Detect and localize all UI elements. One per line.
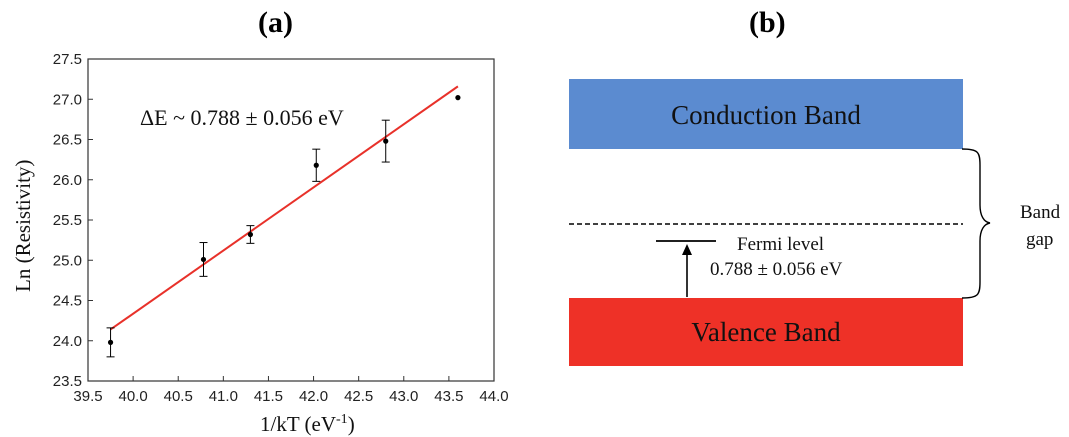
- y-ticks: 23.5 24.0 24.5 25.0 25.5 26.0 26.5 27.0 27.5: [53, 51, 93, 390]
- x-tick-label: 44.0: [479, 388, 508, 405]
- activation-energy-annotation: ΔE ~ 0.788 ± 0.056 eV: [140, 105, 344, 130]
- band-gap-label-gap: gap: [1026, 229, 1053, 250]
- x-tick-label: 40.5: [164, 388, 193, 405]
- fit-line-group: [109, 85, 459, 331]
- y-tick-label: 27.5: [53, 51, 82, 68]
- y-tick-label: 24.5: [53, 293, 82, 310]
- data-points: [106, 95, 461, 358]
- panel-b-label: (b): [749, 6, 786, 39]
- x-tick-label: 42.5: [344, 388, 373, 405]
- conduction-band-rect: [569, 79, 963, 149]
- x-axis-title: 1/kT (eV-1): [260, 412, 355, 436]
- x-tick-label: 41.0: [209, 388, 238, 405]
- y-tick-label: 25.5: [53, 212, 82, 229]
- y-tick-label: 24.0: [53, 333, 82, 350]
- data-point: [107, 339, 114, 345]
- y-tick-label: 23.5: [53, 373, 82, 390]
- fermi-value-label: 0.788 ± 0.056 eV: [710, 259, 843, 280]
- data-point: [383, 138, 389, 144]
- band-gap-brace: [961, 148, 991, 299]
- x-tick-label: 41.5: [254, 388, 283, 405]
- data-point: [455, 95, 461, 101]
- x-tick-label: 43.0: [389, 388, 418, 405]
- band-gap-label-band: Band: [1020, 202, 1061, 223]
- valence-band-label: Valence Band: [691, 317, 841, 347]
- conduction-band-label: Conduction Band: [671, 100, 861, 130]
- y-tick-label: 27.0: [53, 91, 82, 108]
- data-point: [247, 231, 253, 238]
- y-axis-title: Ln (Resistivity): [11, 160, 35, 292]
- fit-line: [109, 85, 459, 331]
- x-tick-label: 43.5: [434, 388, 463, 405]
- fermi-level-label: Fermi level: [737, 234, 824, 255]
- data-point: [200, 256, 207, 263]
- x-ticks: 39.5 40.0 40.5 41.0 41.5 42.0 42.5 43.0 43.5 44.0: [73, 376, 509, 405]
- fermi-arrow-head: [682, 244, 692, 255]
- x-tick-label: 40.0: [119, 388, 148, 405]
- data-point: [313, 162, 319, 168]
- y-tick-label: 25.0: [53, 252, 82, 269]
- y-tick-label: 26.0: [53, 172, 82, 189]
- valence-band-rect: [569, 298, 963, 366]
- y-tick-label: 26.5: [53, 132, 82, 149]
- panel-a-label: (a): [258, 6, 293, 39]
- x-tick-label: 42.0: [299, 388, 328, 405]
- x-tick-label: 39.5: [73, 388, 102, 405]
